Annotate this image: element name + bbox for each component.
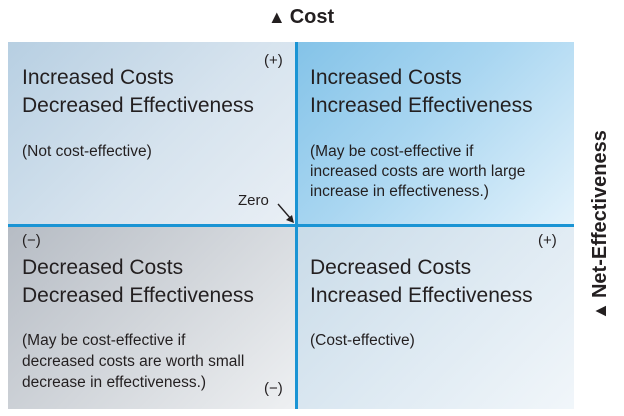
up-arrow-icon: ▲	[267, 7, 286, 27]
top-left-plus-sign: (+)	[264, 52, 283, 69]
bottom-left-minus-sign-bottom: (−)	[264, 380, 283, 397]
top-right-heading-line2: Increased Effectiveness	[310, 94, 533, 117]
net-effectiveness-axis-label: Net-Effectiveness	[589, 130, 611, 299]
quadrant-bottom-right	[298, 227, 574, 409]
cost-axis-label: Cost	[289, 6, 335, 28]
bottom-left-minus-sign-top: (−)	[22, 232, 41, 249]
quadrant-bottom-left	[8, 227, 296, 409]
top-right-note-line2: increased costs are worth large	[310, 163, 526, 180]
bottom-right-heading-line1: Decreased Costs	[310, 256, 472, 279]
bottom-left-note-line2: decreased costs are worth small	[22, 353, 245, 370]
top-right-heading-line1: Increased Costs	[310, 66, 462, 89]
top-left-heading-line2: Decreased Effectiveness	[22, 94, 254, 117]
bottom-left-note-line1: (May be cost-effective if	[22, 332, 186, 349]
net-effectiveness-axis-title: ▲ Net-Effectiveness	[588, 130, 612, 320]
bottom-right-note: (Cost-effective)	[310, 332, 415, 349]
quadrant-top-left	[8, 42, 296, 225]
bottom-right-plus-sign: (+)	[538, 232, 557, 249]
bottom-right-heading-line2: Increased Effectiveness	[310, 284, 533, 307]
zero-label: Zero	[238, 192, 269, 209]
top-left-note: (Not cost-effective)	[22, 143, 152, 160]
up-arrow-icon: ▲	[590, 302, 610, 320]
bottom-left-note-line3: decrease in effectiveness.)	[22, 374, 207, 391]
bottom-left-heading-line1: Decreased Costs	[22, 256, 184, 279]
bottom-left-heading-line2: Decreased Effectiveness	[22, 284, 254, 307]
top-left-heading-line1: Increased Costs	[22, 66, 174, 89]
cost-axis-title: ▲ Cost	[0, 5, 602, 29]
quadrant-top-right	[298, 42, 574, 225]
horizontal-axis-line	[8, 224, 574, 227]
top-right-note-line1: (May be cost-effective if	[310, 143, 474, 160]
top-right-note-line3: increase in effectiveness.)	[310, 183, 489, 200]
zero-arrow-icon	[277, 203, 294, 223]
